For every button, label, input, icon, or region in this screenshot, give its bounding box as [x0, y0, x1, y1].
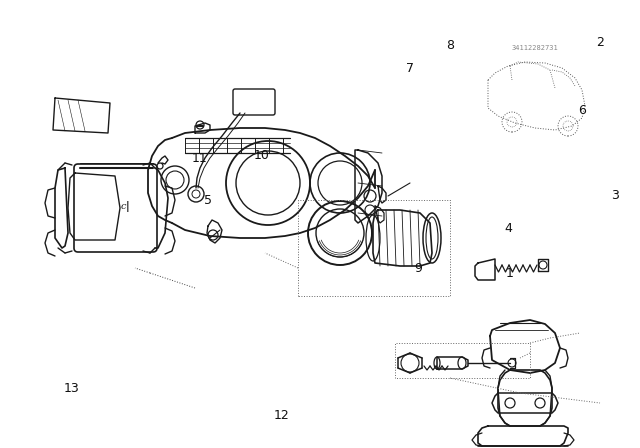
Text: 34112282731: 34112282731: [511, 45, 558, 51]
Text: 13: 13: [64, 382, 80, 395]
Text: 3: 3: [611, 189, 619, 202]
Text: 8: 8: [446, 39, 454, 52]
Text: 10: 10: [254, 148, 270, 161]
Text: 9: 9: [414, 262, 422, 275]
Text: 2: 2: [596, 35, 604, 48]
Text: 1: 1: [506, 267, 514, 280]
Text: 11: 11: [192, 151, 208, 164]
Text: 5: 5: [204, 194, 212, 207]
Text: 7: 7: [406, 61, 414, 74]
Text: c$\mathbf{|}$: c$\mathbf{|}$: [120, 198, 130, 214]
Text: 4: 4: [504, 221, 512, 234]
Text: 12: 12: [274, 409, 290, 422]
Text: 6: 6: [578, 103, 586, 116]
